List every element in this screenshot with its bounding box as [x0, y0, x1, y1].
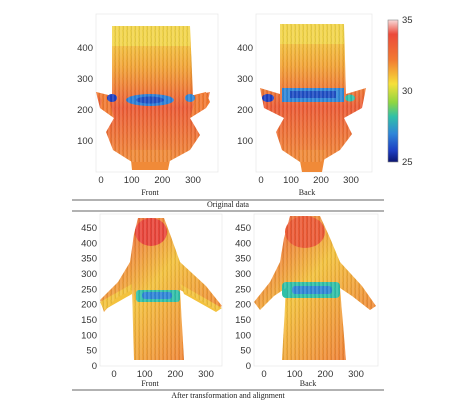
- x-tick-label: 100: [287, 369, 303, 380]
- x-tick-label: 300: [198, 369, 214, 380]
- x-tick-label: 300: [343, 175, 359, 186]
- x-tick-label: 0: [258, 175, 263, 186]
- y-tick-label: 0: [246, 361, 251, 372]
- y-tick-label: 400: [235, 238, 251, 249]
- y-tick-label: 150: [81, 315, 97, 326]
- plot-frame: [99, 213, 223, 367]
- y-tick-label: 300: [235, 269, 251, 280]
- y-tick-label: 150: [235, 315, 251, 326]
- top-back-body: [260, 24, 366, 172]
- plot-frame: [95, 13, 219, 173]
- colorbar: 35 30 25: [387, 15, 413, 168]
- bottom-front-label: Front: [141, 379, 159, 388]
- colorbar-gradient: [387, 19, 399, 163]
- y-tick-label: 300: [77, 74, 93, 85]
- x-tick-label: 200: [313, 175, 329, 186]
- y-tick-label: 200: [235, 300, 251, 311]
- x-tick-label: 200: [167, 369, 183, 380]
- y-tick-label: 350: [81, 254, 97, 265]
- y-tick-label: 50: [240, 346, 251, 357]
- y-tick-label: 350: [235, 254, 251, 265]
- x-tick-label: 0: [261, 369, 266, 380]
- y-tick-label: 200: [237, 105, 253, 116]
- y-tick-label: 400: [81, 238, 97, 249]
- bottom-front-chart: 0 100 200 300 0 50 100 150 200 250 300 350 400 450: [81, 213, 223, 380]
- bottom-back-chart: 0 100 200 300 0 50 100 150 200 250 300 350 400 450: [235, 213, 379, 380]
- top-back-label: Back: [299, 188, 315, 197]
- y-tick-label: 100: [235, 330, 251, 341]
- y-tick-label: 0: [92, 361, 97, 372]
- y-tick-label: 100: [81, 330, 97, 341]
- x-tick-label: 100: [124, 175, 140, 186]
- y-tick-label: 200: [77, 105, 93, 116]
- bottom-back-body: [254, 216, 376, 360]
- colorbar-tick-35: 35: [402, 15, 413, 26]
- y-tick-label: 100: [237, 136, 253, 147]
- top-front-chart: 0 100 200 300 100 200 300 400: [77, 13, 219, 186]
- top-front-label: Front: [141, 188, 159, 197]
- y-tick-label: 450: [235, 223, 251, 234]
- x-tick-label: 300: [185, 175, 201, 186]
- x-tick-label: 0: [98, 175, 103, 186]
- y-tick-label: 200: [81, 300, 97, 311]
- y-tick-label: 50: [86, 346, 97, 357]
- y-tick-label: 100: [77, 136, 93, 147]
- x-tick-label: 300: [348, 369, 364, 380]
- y-tick-label: 250: [235, 284, 251, 295]
- y-tick-label: 250: [81, 284, 97, 295]
- top-front-body: [96, 26, 210, 170]
- colorbar-tick-30: 30: [402, 86, 413, 97]
- x-tick-label: 0: [111, 369, 116, 380]
- y-tick-label: 300: [237, 74, 253, 85]
- y-tick-label: 400: [77, 43, 93, 54]
- x-tick-label: 100: [283, 175, 299, 186]
- y-tick-label: 450: [81, 223, 97, 234]
- x-tick-label: 200: [317, 369, 333, 380]
- top-caption: Original data: [207, 200, 249, 209]
- bottom-front-body: [100, 218, 222, 360]
- y-tick-label: 400: [237, 43, 253, 54]
- x-tick-label: 100: [137, 369, 153, 380]
- x-tick-label: 200: [154, 175, 170, 186]
- y-tick-label: 300: [81, 269, 97, 280]
- plot-frame: [253, 213, 379, 367]
- bottom-back-label: Back: [300, 379, 316, 388]
- colorbar-tick-25: 25: [402, 157, 413, 168]
- bottom-caption: After transformation and alignment: [171, 391, 285, 400]
